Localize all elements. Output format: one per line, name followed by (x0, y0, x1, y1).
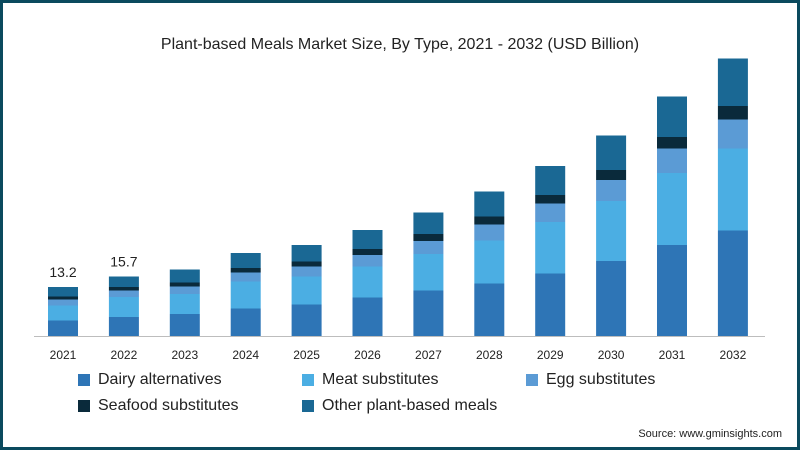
bar-segment-2030-egg-substitutes (596, 180, 627, 201)
bar-segment-2032-egg-substitutes (717, 119, 748, 149)
bar-segment-2027-egg-substitutes (413, 241, 444, 254)
bar-segment-2032-meat-substitutes (717, 148, 748, 231)
bar-segment-2022-other-plant-based-meals (108, 276, 139, 287)
bar-segment-2028-dairy-alternatives (474, 283, 505, 336)
x-tick-label-2032: 2032 (720, 348, 747, 362)
bar-segment-2030-other-plant-based-meals (596, 135, 627, 170)
x-tick-label-2025: 2025 (293, 348, 320, 362)
bar-segment-2027-seafood-substitutes (413, 234, 444, 241)
chart-title: Plant-based Meals Market Size, By Type, … (160, 36, 640, 53)
legend-swatch-meat-substitutes (302, 374, 314, 386)
data-label-2022: 15.7 (110, 254, 137, 270)
x-tick-label-2026: 2026 (354, 348, 381, 362)
bar-segment-2025-other-plant-based-meals (291, 245, 322, 262)
x-tick-labels: 2021 2022 2023 2024 2025 2026 2027 2028 2029 2030… (50, 348, 747, 362)
x-tick-label-2024: 2024 (232, 348, 259, 362)
x-tick-label-2030: 2030 (598, 348, 625, 362)
x-tick-label-2023: 2023 (171, 348, 198, 362)
bar-segment-2029-dairy-alternatives (535, 273, 566, 336)
data-label-2021: 13.2 (49, 264, 76, 280)
bar-segment-2023-egg-substitutes (169, 286, 200, 294)
bar-segment-2025-seafood-substitutes (291, 261, 322, 267)
bar-segment-2024-meat-substitutes (230, 281, 261, 309)
x-tick-label-2031: 2031 (659, 348, 686, 362)
bar-segment-2032-seafood-substitutes (717, 106, 748, 120)
legend-item-other-plant-based-meals: Other plant-based meals (302, 396, 526, 416)
legend-label: Meat substitutes (322, 371, 439, 388)
legend: Dairy alternatives Meat substitutes Egg … (78, 370, 718, 416)
x-tick-label-2028: 2028 (476, 348, 503, 362)
bar-segment-2022-dairy-alternatives (108, 317, 139, 336)
x-tick-label-2022: 2022 (111, 348, 138, 362)
bar-segment-2022-seafood-substitutes (108, 287, 139, 291)
legend-label: Egg substitutes (546, 371, 656, 388)
legend-swatch-other-plant-based-meals (302, 400, 314, 412)
bar-segment-2027-dairy-alternatives (413, 290, 444, 336)
legend-label: Dairy alternatives (98, 371, 222, 388)
bar-segment-2028-egg-substitutes (474, 224, 505, 241)
bar-segment-2026-seafood-substitutes (352, 249, 383, 255)
x-tick-label-2027: 2027 (415, 348, 442, 362)
bar-segment-2032-other-plant-based-meals (717, 58, 748, 106)
bar-segment-2026-dairy-alternatives (352, 297, 383, 336)
legend-item-egg-substitutes: Egg substitutes (526, 370, 706, 390)
x-tick-label-2021: 2021 (50, 348, 77, 362)
legend-label: Other plant-based meals (322, 397, 498, 414)
bar-segment-2023-dairy-alternatives (169, 314, 200, 336)
data-labels: 13.2 15.7 (49, 254, 137, 281)
bar-segment-2021-seafood-substitutes (48, 296, 78, 300)
bar-segment-2022-egg-substitutes (108, 290, 139, 297)
bar-segment-2023-meat-substitutes (169, 294, 200, 314)
bar-segment-2021-dairy-alternatives (48, 320, 78, 336)
bar-segment-2025-dairy-alternatives (291, 304, 322, 336)
bar-segment-2024-other-plant-based-meals (230, 253, 261, 268)
bar-segment-2021-other-plant-based-meals (48, 287, 78, 297)
legend-swatch-dairy-alternatives (78, 374, 90, 386)
bars-group (48, 58, 748, 336)
bar-segment-2024-egg-substitutes (230, 272, 261, 282)
bar-segment-2027-meat-substitutes (413, 254, 444, 291)
legend-item-meat-substitutes: Meat substitutes (302, 370, 526, 390)
bar-segment-2030-dairy-alternatives (596, 261, 627, 336)
bar-segment-2028-meat-substitutes (474, 240, 505, 284)
bar-segment-2028-seafood-substitutes (474, 216, 505, 225)
bar-segment-2026-egg-substitutes (352, 255, 383, 267)
bar-segment-2028-other-plant-based-meals (474, 191, 505, 217)
bar-segment-2024-dairy-alternatives (230, 308, 261, 336)
bar-segment-2025-meat-substitutes (291, 276, 322, 305)
bar-segment-2021-egg-substitutes (48, 299, 78, 306)
bar-segment-2032-dairy-alternatives (717, 230, 748, 336)
bar-segment-2031-egg-substitutes (657, 148, 687, 173)
legend-item-seafood-substitutes: Seafood substitutes (78, 396, 302, 416)
bar-segment-2030-seafood-substitutes (596, 170, 627, 180)
bar-segment-2031-seafood-substitutes (657, 137, 687, 149)
bar-segment-2031-other-plant-based-meals (657, 96, 687, 137)
legend-swatch-egg-substitutes (526, 374, 538, 386)
bar-segment-2023-seafood-substitutes (169, 282, 200, 287)
bar-segment-2029-meat-substitutes (535, 222, 566, 274)
legend-swatch-seafood-substitutes (78, 400, 90, 412)
bar-segment-2024-seafood-substitutes (230, 268, 261, 273)
x-tick-label-2029: 2029 (537, 348, 564, 362)
bar-segment-2031-dairy-alternatives (657, 245, 687, 336)
bar-segment-2022-meat-substitutes (108, 297, 139, 317)
bar-segment-2029-seafood-substitutes (535, 195, 566, 204)
bar-segment-2031-meat-substitutes (657, 173, 687, 245)
legend-label: Seafood substitutes (98, 397, 239, 414)
bar-segment-2029-egg-substitutes (535, 203, 566, 222)
bar-segment-2026-other-plant-based-meals (352, 230, 383, 249)
bar-segment-2023-other-plant-based-meals (169, 269, 200, 283)
legend-item-dairy-alternatives: Dairy alternatives (78, 370, 302, 390)
source-note: Source: www.gminsights.com (638, 428, 782, 440)
bar-segment-2025-egg-substitutes (291, 266, 322, 277)
bar-segment-2026-meat-substitutes (352, 266, 383, 298)
bar-segment-2027-other-plant-based-meals (413, 212, 444, 234)
bar-segment-2021-meat-substitutes (48, 305, 78, 321)
bar-segment-2029-other-plant-based-meals (535, 166, 566, 195)
bar-segment-2030-meat-substitutes (596, 201, 627, 261)
